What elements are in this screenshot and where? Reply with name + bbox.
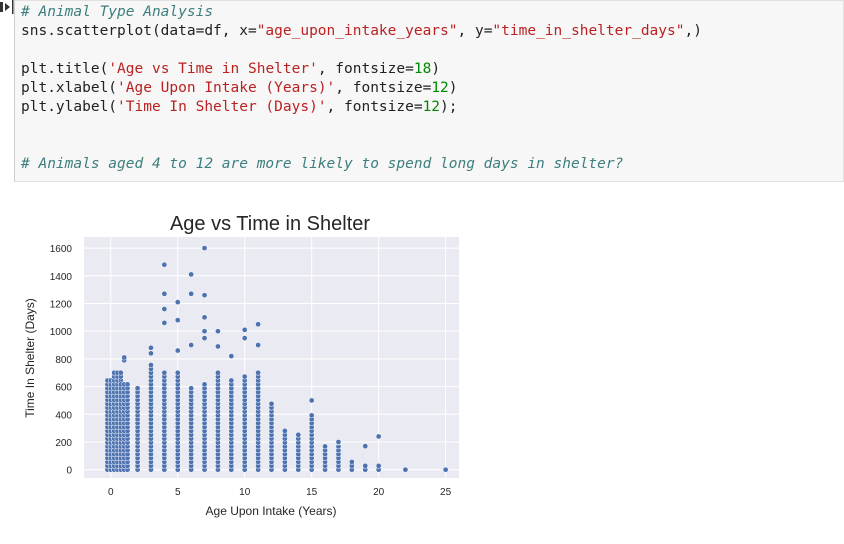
y-tick-label: 400 [55,410,72,421]
scatter-point [308,412,315,419]
scatter-point [375,433,382,440]
scatter-point [228,353,235,359]
scatter-point [188,290,194,297]
scatter-point [322,443,328,450]
y-tick-label: 1200 [50,299,73,310]
scatter-point [241,373,248,380]
code-ylabel-kw: , fontsize= [326,99,423,115]
x-axis-label: Age Upon Intake (Years) [206,504,337,518]
code-y-arg: "time_in_shelter_days" [492,23,685,39]
scatter-point [228,377,235,384]
scatter-point [375,462,382,469]
scatter-point [215,343,221,350]
scatter-point [174,347,181,354]
scatter-point [148,362,154,368]
code-xlabel-kw: , fontsize= [335,80,432,96]
scatter-point [124,381,131,388]
cell-output: Age vs Time in Shelter 0 200 400 600 800 1000… [14,182,844,540]
scatter-chart: Age vs Time in Shelter 02004006008001000… [23,213,459,518]
cell-collapse-marker[interactable] [0,0,14,14]
scatter-point [117,369,124,376]
x-tick-label: 0 [108,487,114,498]
code-xlabel-size: 12 [431,80,449,96]
code-x-arg: "age_upon_intake_years" [256,23,458,39]
y-tick-label: 1600 [50,244,73,255]
y-tick-label: 1000 [50,327,73,338]
y-tick-label: 200 [55,438,72,449]
y-tick-label: 0 [66,466,72,477]
scatter-point [161,320,168,326]
code-editor[interactable]: # Animal Type Analysis sns.scatterplot(d… [21,4,702,172]
scatter-point [201,292,208,299]
scatter-point [148,344,154,351]
scatter-point [121,354,128,361]
scatter-point [295,431,302,438]
scatter-point [268,400,275,407]
x-tick-label: 20 [373,487,385,498]
x-tick-label: 10 [239,487,251,498]
scatter-point [442,466,449,473]
grid-lines [84,237,459,478]
scatter-point [349,459,355,465]
x-tick-label: 25 [440,487,452,498]
code-cell[interactable]: # Animal Type Analysis sns.scatterplot(d… [14,0,844,182]
scatter-point [241,326,248,333]
scatter-point [201,381,208,388]
scatter-point [161,261,168,268]
scatter-point [335,439,342,445]
code-title-size: 18 [413,61,432,77]
scatter-point [362,443,369,449]
chart-title: Age vs Time in Shelter [170,213,370,235]
code-ylabel-size: 12 [422,99,441,115]
code-call-prefix: sns.scatterplot(data=df, x= [21,23,257,39]
scatter-point [201,328,208,335]
y-tick-label: 800 [55,355,72,366]
scatter-point [188,385,194,392]
scatter-point [215,328,221,335]
code-ylabel-str: 'Time In Shelter (Days)' [117,99,327,115]
scatter-point [255,369,261,376]
scatter-point [134,385,141,392]
code-y-sep: , y= [457,23,493,39]
y-tick-label: 600 [55,383,72,394]
scatter-point [174,299,181,305]
scatter-point [188,271,194,278]
scatter-point [201,314,208,321]
scatter-point [161,306,168,312]
scatter-point [241,335,248,341]
scatter-point [201,335,208,341]
code-xlabel-fn: plt.xlabel( [21,80,118,96]
scatter-point [215,369,221,376]
code-title-fn: plt.title( [21,61,109,77]
code-call-suffix: ,) [684,23,702,39]
y-tick-labels: 0 200 400 600 800 1000 1200 1400 1600 [50,244,73,477]
scatter-point [255,342,261,348]
data-points [104,245,449,473]
scatter-point [255,321,261,328]
code-xlabel-str: 'Age Upon Intake (Years)' [117,80,336,96]
x-tick-label: 15 [306,487,318,498]
code-title-str: 'Age vs Time in Shelter' [108,61,318,77]
scatter-point [161,369,168,376]
x-tick-label: 5 [175,487,181,498]
code-title-kw: , fontsize= [317,61,414,77]
scatter-point [362,462,369,469]
code-comment-question: # Animals aged 4 to 12 are more likely t… [21,156,624,172]
scatter-point [188,342,194,348]
scatter-point [161,290,168,297]
y-axis-label: Time In Shelter (Days) [23,298,37,418]
x-tick-labels: 0 5 10 15 20 25 [108,487,452,498]
scatter-point [148,350,154,357]
scatter-point [174,369,181,376]
scatter-point [282,428,288,434]
code-ylabel-fn: plt.ylabel( [21,99,118,115]
scatter-point [308,397,315,404]
scatter-point [174,317,181,323]
scatter-point [201,245,208,251]
y-tick-label: 1400 [50,272,73,283]
code-comment-title: # Animal Type Analysis [21,4,214,20]
scatter-point [402,466,409,473]
